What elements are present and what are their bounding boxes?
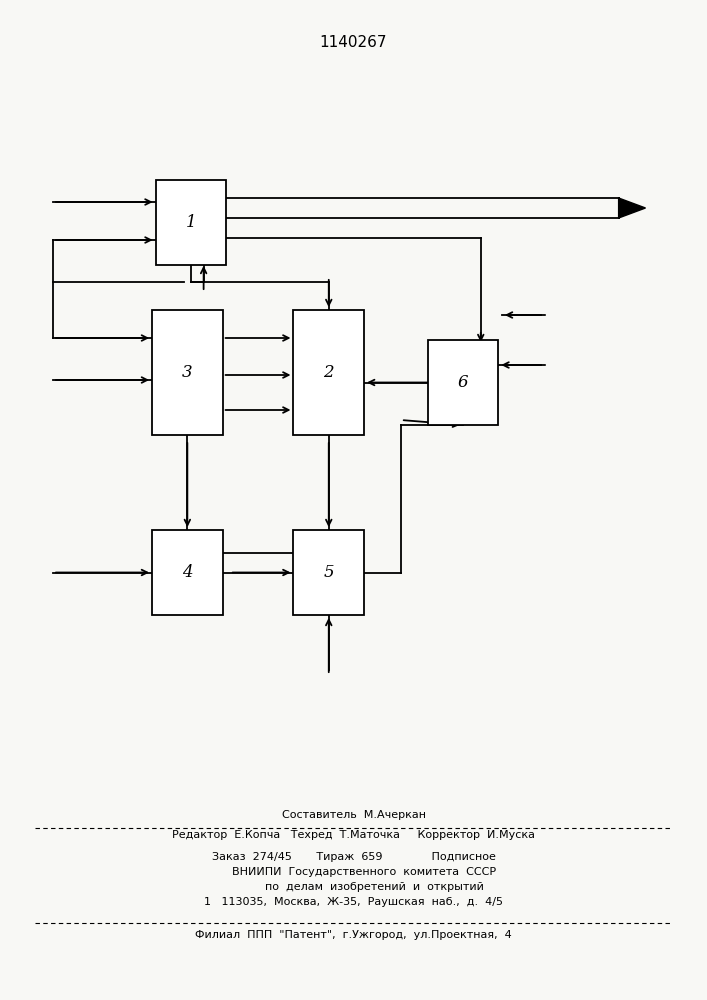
Text: Редактор  Е.Копча   Техред  Т.Маточка     Корректор  И.Муска: Редактор Е.Копча Техред Т.Маточка Коррек… [172,830,535,840]
Bar [428,340,498,425]
Text: 3: 3 [182,364,193,381]
Bar [293,530,364,615]
Bar [152,530,223,615]
Text: 6: 6 [457,374,469,391]
Text: 1140267: 1140267 [320,35,387,50]
Text: 1: 1 [185,214,197,231]
Text: по  делам  изобретений  и  открытий: по делам изобретений и открытий [223,882,484,892]
Text: Заказ  274/45       Тираж  659              Подписное: Заказ 274/45 Тираж 659 Подписное [211,852,496,862]
Text: Филиал  ППП  "Патент",  г.Ужгород,  ул.Проектная,  4: Филиал ППП "Патент", г.Ужгород, ул.Проек… [195,930,512,940]
Text: Составитель  М.Ачеркан: Составитель М.Ачеркан [281,810,426,820]
Text: 1   113035,  Москва,  Ж-35,  Раушская  наб.,  д.  4/5: 1 113035, Москва, Ж-35, Раушская наб., д… [204,897,503,907]
Bar [156,180,226,265]
Text: 2: 2 [323,364,334,381]
Text: 4: 4 [182,564,193,581]
Text: 5: 5 [323,564,334,581]
Bar [293,310,364,435]
Text: ВНИИПИ  Государственного  комитета  СССР: ВНИИПИ Государственного комитета СССР [211,867,496,877]
Bar [152,310,223,435]
Polygon shape [619,198,645,218]
